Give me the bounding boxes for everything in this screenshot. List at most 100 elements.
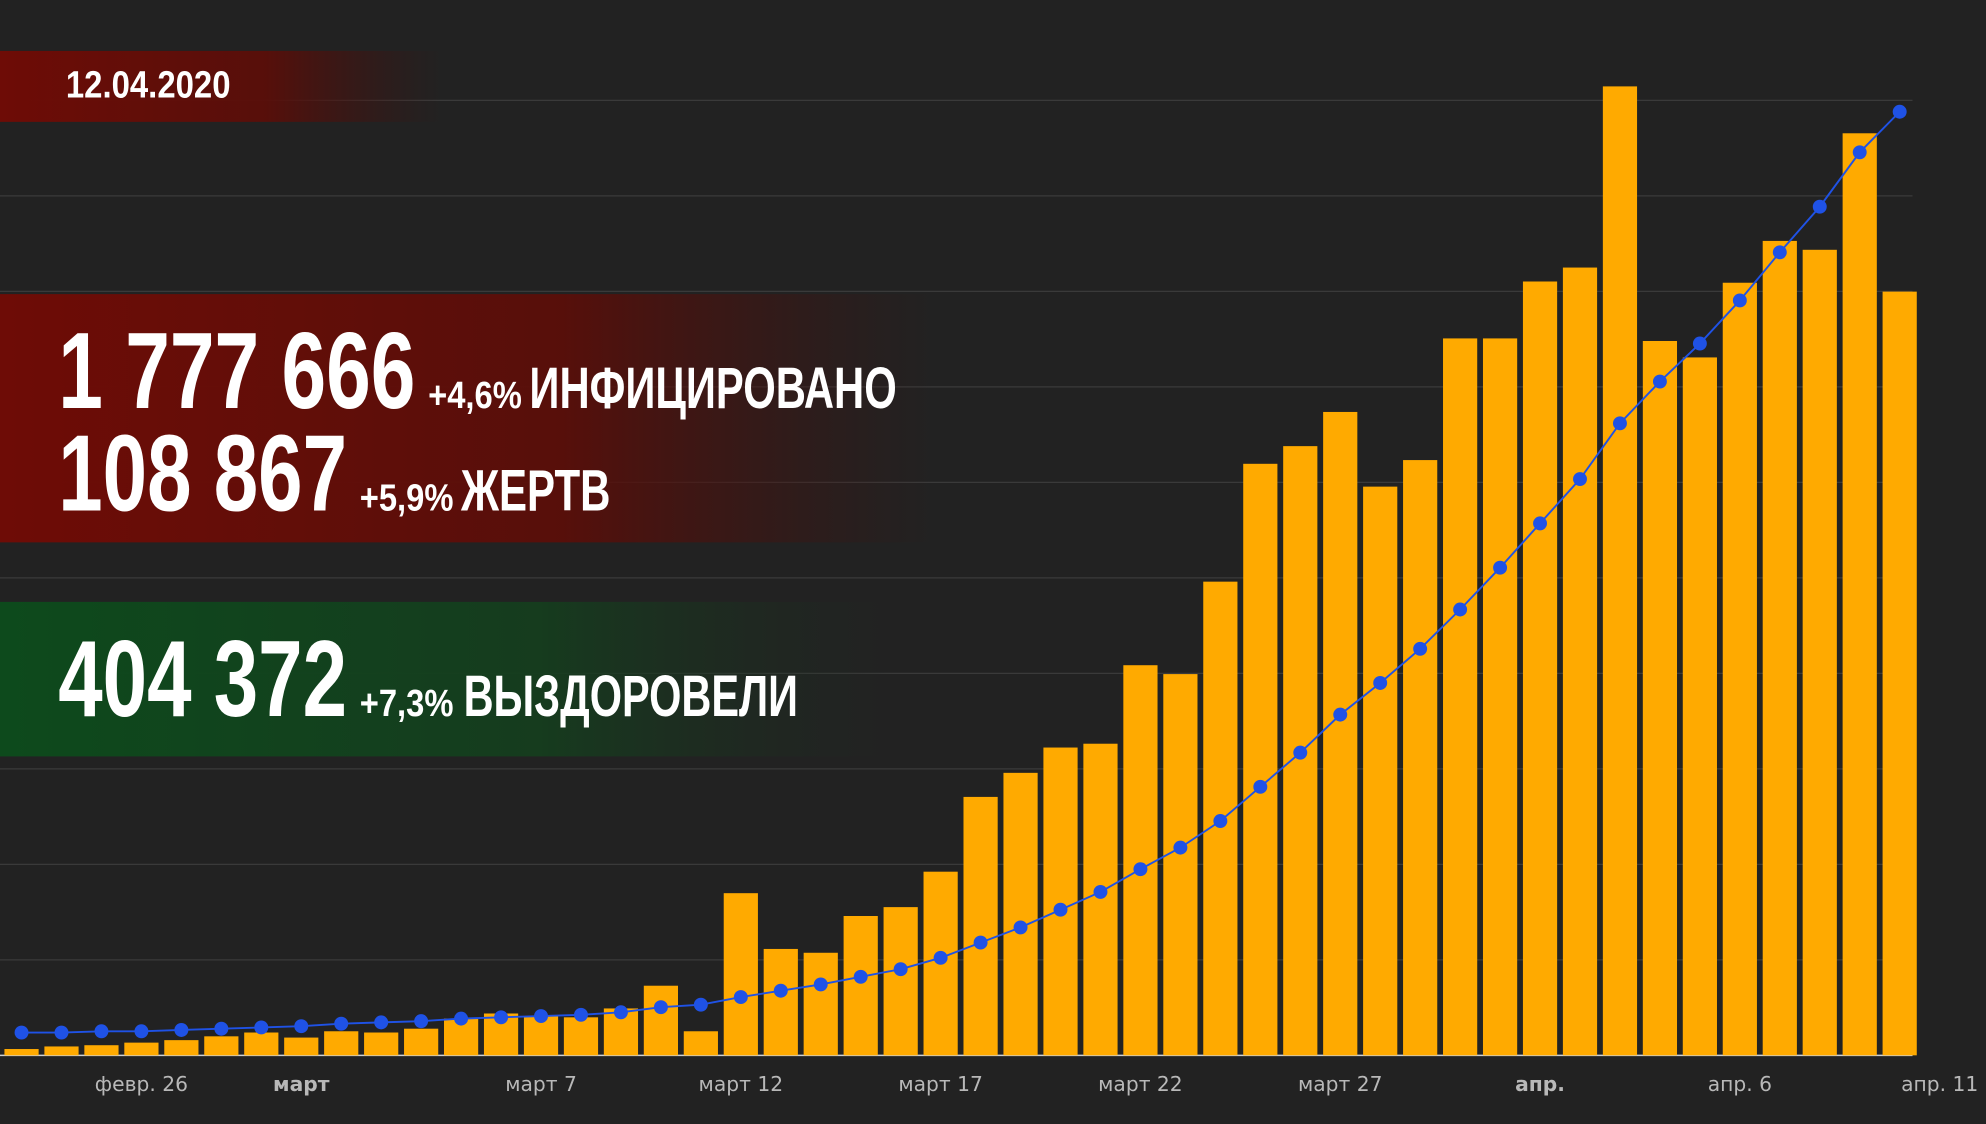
x-tick-label: март 7 (505, 1072, 577, 1096)
point (1812, 199, 1827, 214)
bar (364, 1032, 399, 1056)
point (214, 1021, 229, 1036)
point (853, 969, 868, 984)
point (1732, 293, 1747, 308)
point (693, 997, 708, 1012)
point (534, 1009, 548, 1024)
point (574, 1007, 588, 1022)
x-tick-label: апр. 11 (1901, 1072, 1978, 1096)
bar (1802, 249, 1837, 1056)
point (1772, 245, 1787, 260)
point (1293, 745, 1308, 760)
point (1852, 145, 1867, 160)
point (1213, 814, 1228, 828)
bar (1083, 743, 1118, 1056)
bar (1602, 86, 1638, 1056)
x-tick-label: март 22 (1098, 1072, 1183, 1096)
point (54, 1025, 69, 1040)
x-tick-label: апр. 6 (1708, 1072, 1772, 1096)
point (1692, 336, 1707, 351)
point (1413, 641, 1428, 656)
point (1133, 862, 1148, 877)
point (494, 1010, 509, 1025)
stat-change: +5,9% (360, 478, 454, 520)
point (893, 962, 908, 977)
bar (563, 1017, 599, 1056)
bar (1243, 463, 1278, 1056)
point (1373, 676, 1388, 690)
x-tick-label: апр. (1515, 1072, 1565, 1096)
stat-change: +4,6% (428, 375, 522, 417)
overlay: 12.04.2020 1 777 666 +4,6% ИНФИЦИРОВАНО … (0, 50, 938, 757)
stat-label: ВЫЗДОРОВЕЛИ (464, 664, 798, 729)
point (14, 1025, 29, 1040)
stat-value: 404 372 (58, 618, 347, 740)
bar (1522, 281, 1558, 1056)
date-banner (0, 50, 444, 122)
point (294, 1019, 309, 1034)
bar (324, 1031, 359, 1056)
bar (404, 1028, 439, 1056)
bar (1163, 674, 1198, 1056)
point (613, 1005, 628, 1020)
date: 12.04.2020 (66, 65, 231, 107)
bar (1562, 267, 1598, 1056)
bar (1123, 665, 1158, 1056)
bar (1882, 291, 1917, 1056)
x-tick-label: февр. 26 (95, 1072, 188, 1096)
bar (843, 915, 878, 1056)
point (94, 1024, 109, 1039)
point (1892, 104, 1907, 119)
x-tick-label: март (273, 1072, 330, 1096)
point (334, 1016, 349, 1031)
bar (284, 1037, 319, 1056)
point (653, 1000, 668, 1015)
point (1533, 516, 1548, 531)
stat-change: +7,3% (360, 683, 454, 725)
plot-area: февр. 26 март март 7 март 12 март 17 март 22 м… (0, 86, 1978, 1096)
point (1652, 374, 1667, 389)
bar (1403, 460, 1438, 1056)
stat-label: ЖЕРТВ (460, 459, 610, 524)
bar (683, 1031, 718, 1056)
bar (643, 985, 679, 1056)
point (813, 977, 828, 992)
point (933, 950, 948, 965)
deaths-infected-panel (0, 294, 938, 543)
point (1013, 920, 1028, 935)
x-tick-label: март 27 (1298, 1072, 1383, 1096)
x-tick-label: март 12 (699, 1072, 784, 1096)
bar (1762, 240, 1797, 1056)
x-tick-label: март 17 (898, 1072, 983, 1096)
point (414, 1014, 429, 1029)
point (1493, 560, 1508, 575)
point (374, 1015, 389, 1030)
bar (204, 1036, 239, 1056)
bar (1682, 357, 1717, 1056)
point (1573, 472, 1587, 487)
bar (1482, 338, 1518, 1056)
point (1053, 902, 1068, 917)
recovered-panel (0, 601, 900, 757)
bar (1443, 338, 1478, 1056)
bar (1363, 486, 1398, 1056)
stat-value: 108 867 (58, 413, 347, 535)
bar (124, 1042, 159, 1056)
bar (1642, 340, 1678, 1056)
bar (84, 1045, 119, 1056)
bar (1003, 772, 1038, 1056)
point (1173, 840, 1188, 855)
stat-label: ИНФИЦИРОВАНО (529, 356, 896, 421)
point (973, 935, 988, 950)
point (1612, 416, 1627, 431)
bar (1722, 282, 1757, 1056)
bar (763, 948, 798, 1056)
point (1093, 884, 1108, 899)
bar (4, 1049, 39, 1056)
bar (803, 952, 838, 1056)
bar (723, 893, 758, 1056)
bar (963, 796, 998, 1056)
stat-value: 1 777 666 (58, 310, 415, 432)
